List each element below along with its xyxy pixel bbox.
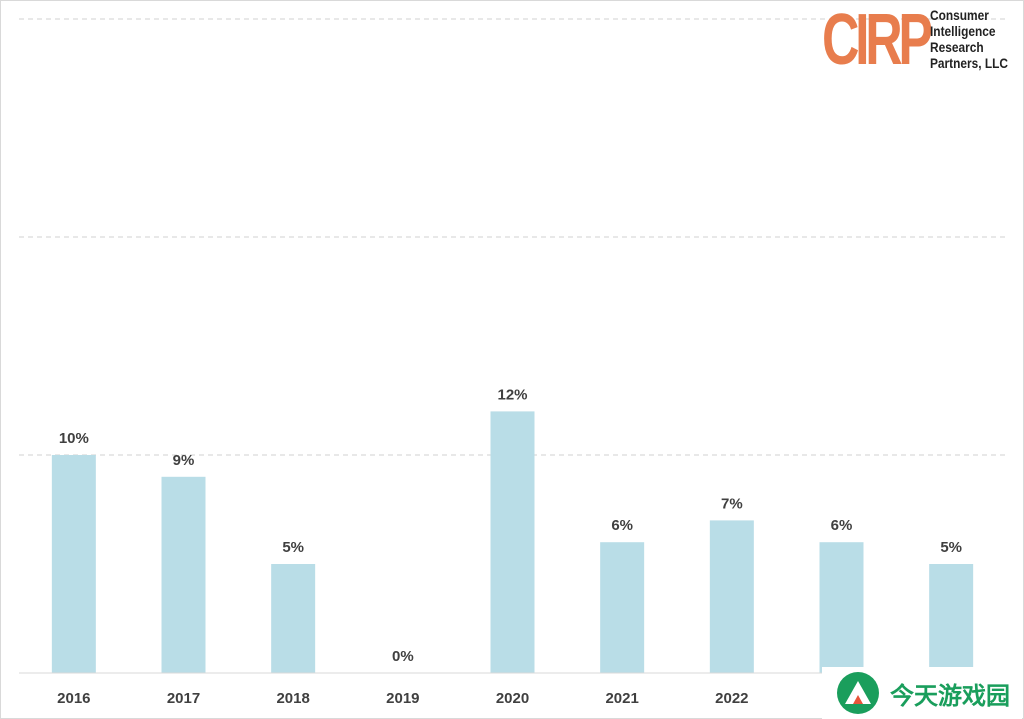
x-tick-label-2017: 2017 (167, 690, 200, 707)
bar-2020 (490, 411, 535, 673)
logo-company-name: Consumer Intelligence Research Partners,… (930, 7, 1008, 71)
bars (51, 411, 974, 673)
bar-2017 (161, 476, 206, 673)
watermark-logo-icon (837, 672, 879, 714)
data-label-2023: 6% (831, 517, 853, 534)
x-tick-label-2019: 2019 (386, 690, 419, 707)
data-label-2016: 10% (59, 430, 89, 447)
x-tick-label-2016: 2016 (57, 690, 90, 707)
data-label-2024: 5% (940, 539, 962, 556)
data-labels: 10% 9% 5% 0% 12% 6% 7% 6% 5% (59, 386, 962, 665)
bar-2024 (929, 564, 974, 673)
bar-2023 (819, 542, 864, 673)
gridlines (19, 18, 1006, 456)
x-tick-label-2021: 2021 (605, 690, 638, 707)
logo-line: Intelligence (930, 23, 996, 39)
bar-2021 (600, 542, 645, 673)
cirp-logo: CIRP Consumer Intelligence Research Part… (820, 0, 1020, 84)
watermark-text: 今天游戏园 (890, 681, 1010, 710)
bar-2022 (709, 520, 754, 673)
data-label-2021: 6% (611, 517, 633, 534)
watermark: 今天游戏园 (822, 667, 1022, 719)
logo-line: Research (930, 39, 984, 55)
data-label-2020: 12% (497, 386, 527, 403)
data-label-2017: 9% (173, 452, 195, 469)
x-tick-label-2022: 2022 (715, 690, 748, 707)
bar-2018 (271, 564, 316, 673)
data-label-2019: 0% (392, 648, 414, 665)
x-tick-label-2020: 2020 (496, 690, 529, 707)
data-label-2018: 5% (282, 539, 304, 556)
logo-line: Partners, LLC (930, 55, 1009, 71)
logo-line: Consumer (930, 7, 989, 23)
bar-2016 (51, 455, 96, 673)
logo-mark: CIRP (822, 0, 933, 80)
data-label-2022: 7% (721, 495, 743, 512)
x-tick-label-2018: 2018 (276, 690, 309, 707)
